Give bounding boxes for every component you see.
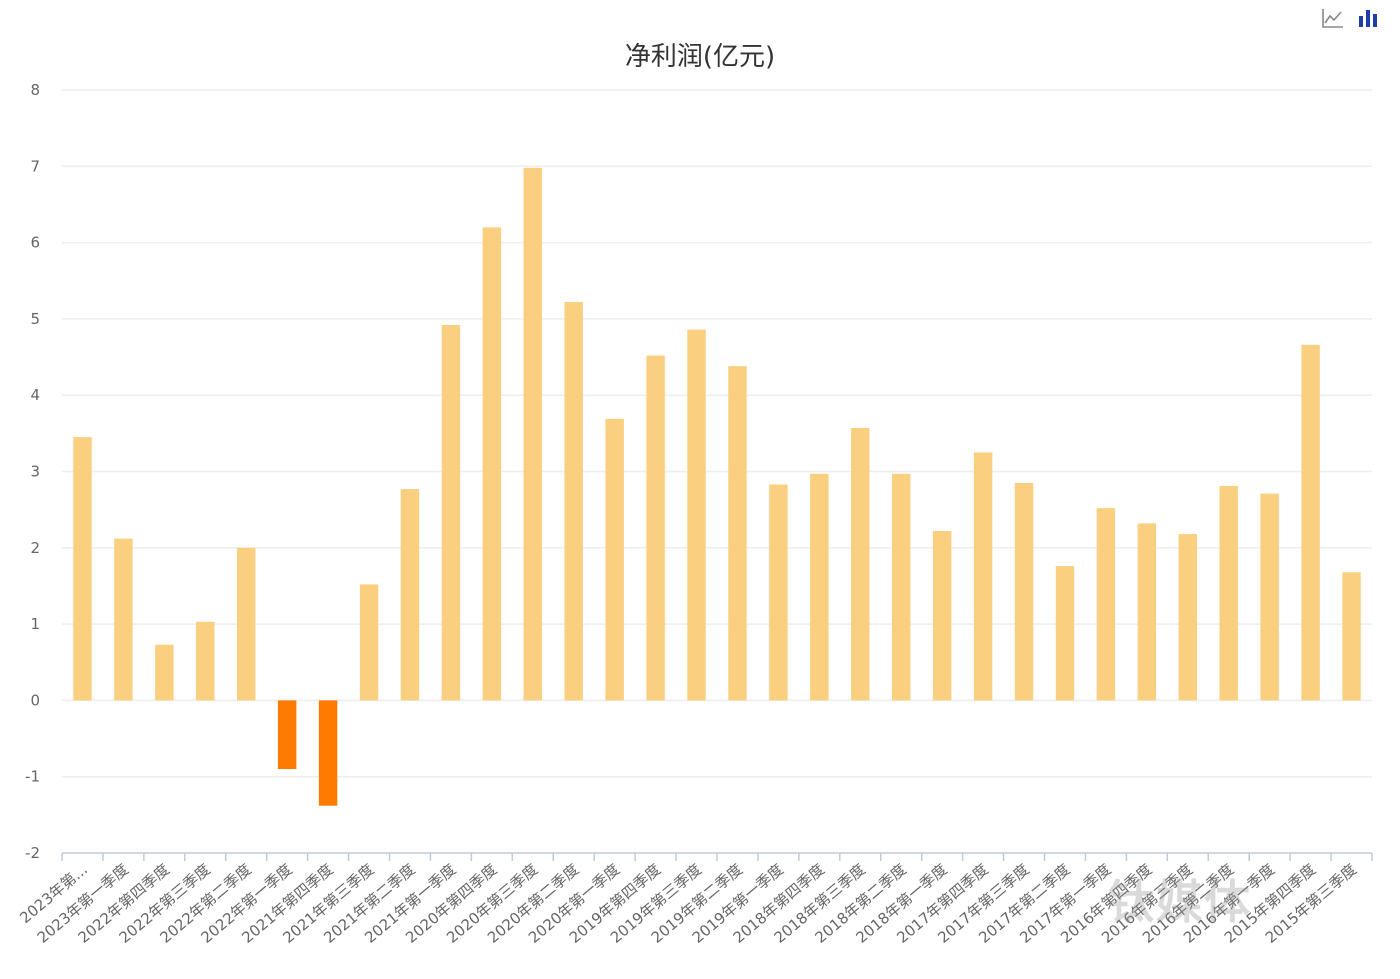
- bar: [1096, 508, 1116, 701]
- bar: [1342, 572, 1361, 701]
- bar: [1055, 566, 1075, 701]
- bar: [769, 484, 788, 701]
- y-tick-label: -1: [25, 768, 40, 786]
- bar: [359, 584, 379, 701]
- y-tick-label: 6: [30, 234, 40, 252]
- bar: [646, 355, 665, 701]
- bar: [851, 428, 870, 701]
- bar: [1219, 485, 1238, 701]
- bar: [196, 621, 215, 701]
- bar: [564, 302, 583, 701]
- bar: [155, 644, 174, 701]
- bar: [114, 538, 133, 701]
- bar: [318, 700, 338, 806]
- bar: [1014, 482, 1034, 701]
- bar: [73, 437, 92, 701]
- bar: [523, 167, 542, 701]
- bar: [605, 418, 624, 701]
- bar: [1178, 534, 1197, 701]
- y-tick-label: 4: [30, 386, 40, 404]
- line-chart-glyph: [1322, 9, 1343, 28]
- watermark-logo: 钛媒体: [1108, 875, 1252, 929]
- chart-title: 净利润(亿元): [624, 42, 776, 72]
- bar: [932, 531, 952, 701]
- bar: [728, 366, 747, 701]
- bar: [892, 473, 911, 701]
- bar-chart-icon[interactable]: [1355, 6, 1381, 30]
- bar: [277, 700, 297, 770]
- bar-chart-glyph: [1359, 10, 1377, 27]
- bar: [687, 329, 706, 701]
- y-tick-label: 0: [30, 691, 40, 709]
- y-tick-label: 8: [30, 81, 40, 99]
- y-tick-label: 3: [30, 463, 40, 481]
- bar: [1260, 493, 1279, 701]
- bar: [1137, 523, 1157, 701]
- y-tick-label: 1: [30, 615, 40, 633]
- bar: [973, 452, 993, 701]
- y-tick-label: -2: [25, 844, 40, 862]
- y-tick-label: 7: [30, 157, 40, 175]
- bar: [400, 489, 420, 701]
- bar: [237, 547, 256, 701]
- y-tick-label: 2: [30, 539, 40, 557]
- y-tick-label: 5: [30, 310, 40, 328]
- bar: [810, 473, 829, 701]
- bar: [1301, 344, 1320, 701]
- line-chart-icon[interactable]: [1320, 6, 1346, 30]
- bar: [441, 325, 461, 701]
- bar: [482, 227, 502, 701]
